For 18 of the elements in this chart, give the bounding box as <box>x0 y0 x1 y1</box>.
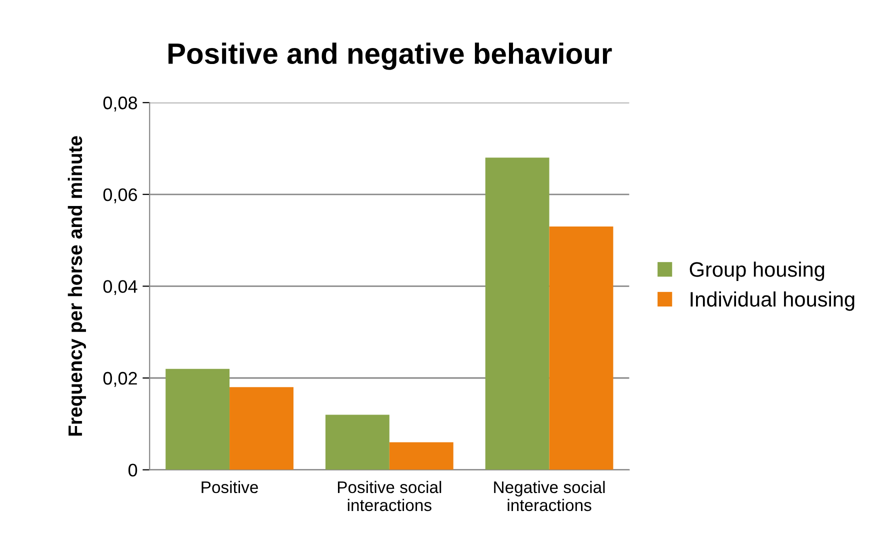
bar <box>549 226 614 470</box>
legend-label: Individual housing <box>690 291 854 311</box>
bar <box>325 414 390 470</box>
legend-label: Group housing <box>690 262 824 281</box>
y-tick-label: 0,08 <box>103 96 138 112</box>
x-tick-label: Negative social interactions <box>494 480 605 512</box>
bar <box>485 158 550 470</box>
bar <box>230 387 294 470</box>
bar <box>389 442 454 470</box>
y-tick-label: 0 <box>128 464 138 477</box>
x-tick-label: Positive social interactions <box>338 480 442 512</box>
y-tick-label: 0,06 <box>103 188 138 204</box>
y-tick-label: 0,04 <box>103 280 138 296</box>
x-tick-label: Positive <box>202 480 258 494</box>
bar <box>166 368 230 470</box>
y-axis-title: Frequency per horse and minute <box>68 136 86 436</box>
y-tick-label: 0,02 <box>103 372 137 387</box>
chart-title: Positive and negative behaviour <box>168 42 612 70</box>
